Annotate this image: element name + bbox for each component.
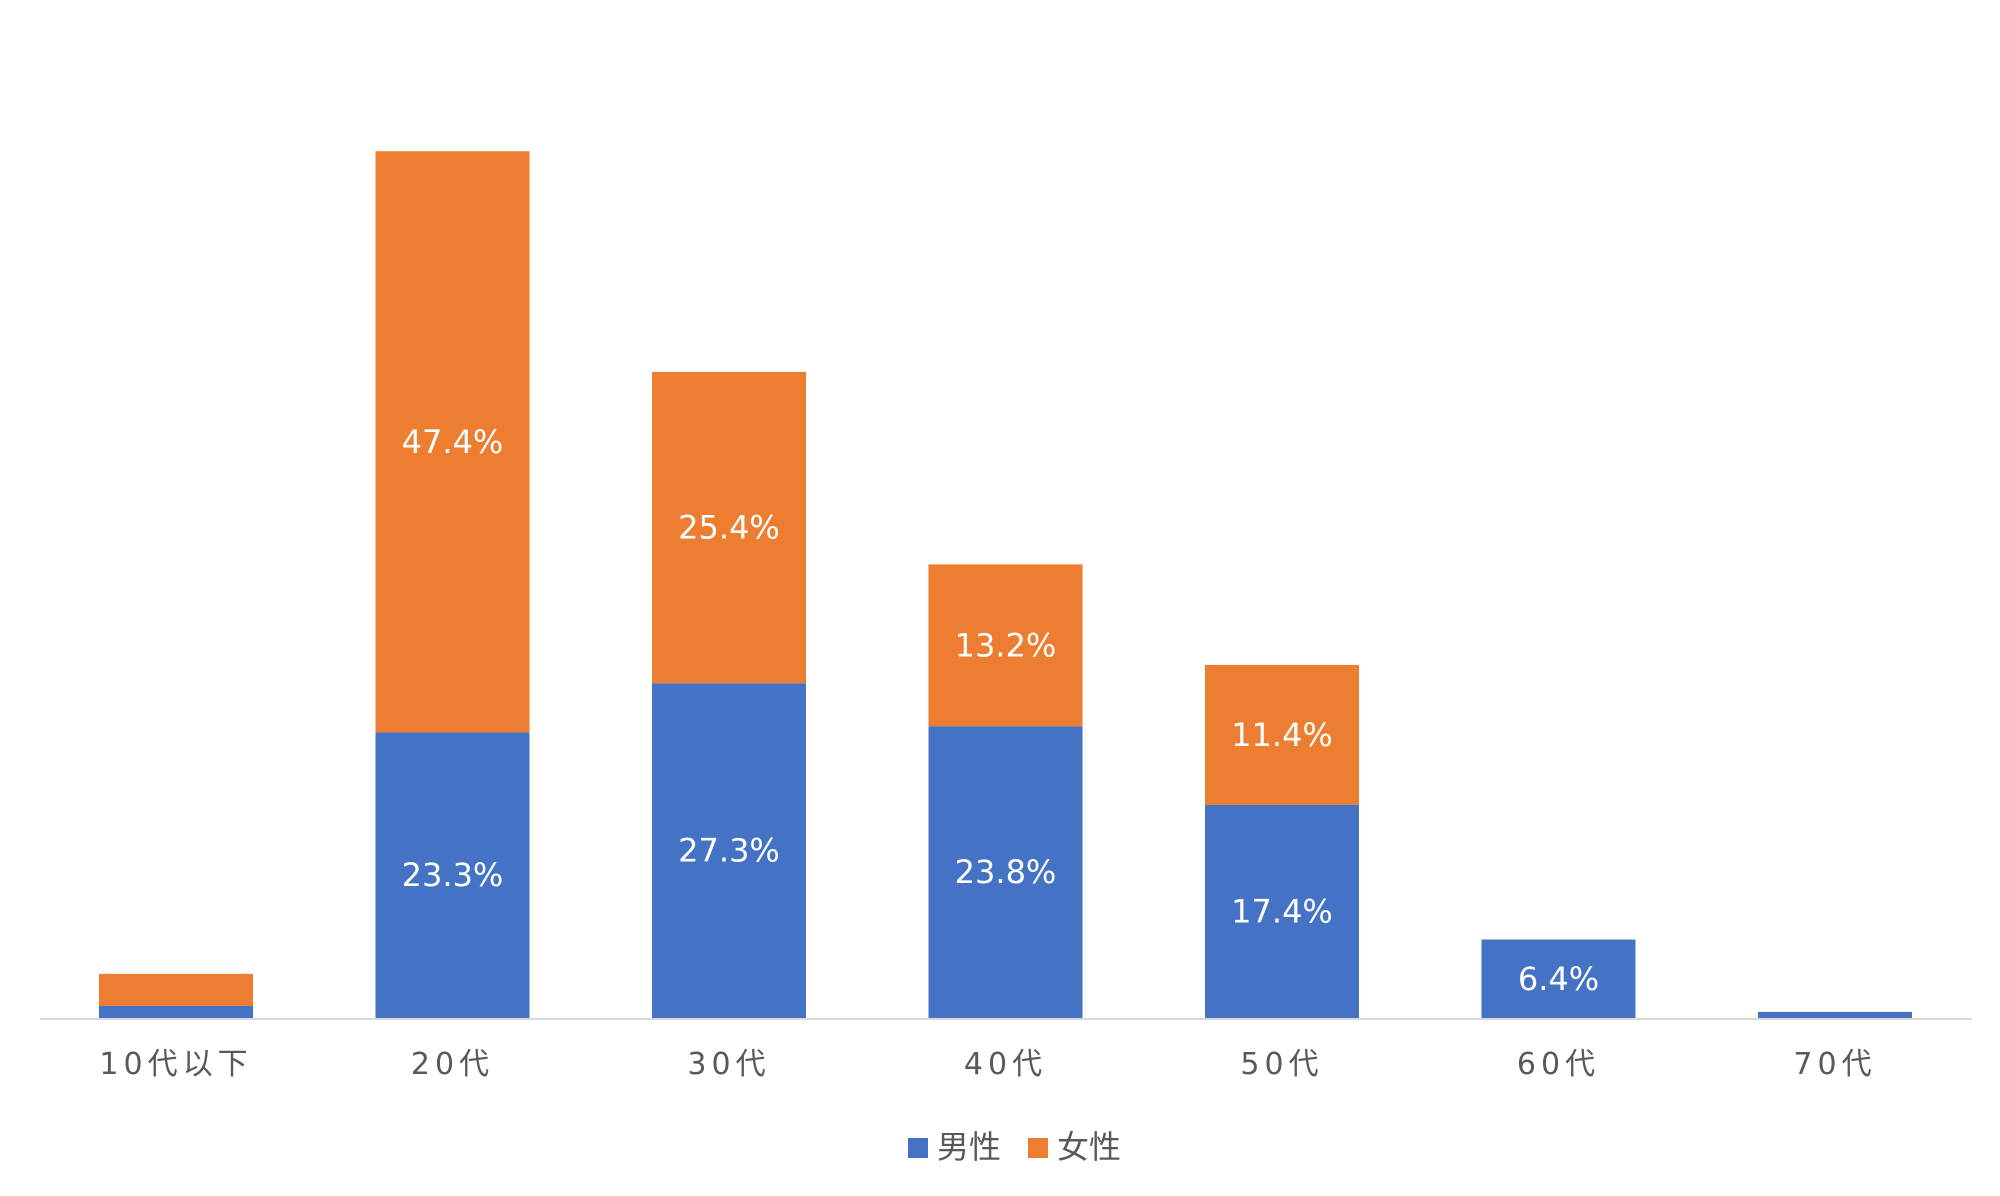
- category-label-6: 70代: [1793, 1047, 1876, 1082]
- legend-swatch-male: [908, 1138, 928, 1158]
- category-label-1: 20代: [411, 1047, 494, 1082]
- bar-male-4: [1205, 804, 1359, 1018]
- data-label-male-2: 27.3%: [678, 832, 780, 870]
- category-label-5: 60代: [1517, 1047, 1600, 1082]
- data-labels-layer: 23.3% 47.4% 27.3% 25.4% 23.8% 13.2% 17.4% 11.4%…: [402, 423, 1599, 998]
- bar-male-1: [375, 732, 530, 1018]
- data-label-female-1: 47.4%: [402, 423, 504, 461]
- bar-male-2: [652, 683, 806, 1018]
- data-label-female-2: 25.4%: [678, 509, 780, 547]
- category-label-0: 10代以下: [99, 1047, 252, 1082]
- data-label-female-3: 13.2%: [955, 626, 1057, 664]
- bar-male-6: [1758, 1011, 1912, 1018]
- bars-layer: [99, 151, 1912, 1018]
- bar-female-0: [99, 973, 253, 1006]
- bar-male-5: [1481, 939, 1636, 1018]
- bar-female-1: [375, 151, 530, 733]
- legend-label-male: 男性: [937, 1128, 1001, 1166]
- data-label-female-4: 11.4%: [1231, 716, 1333, 754]
- category-axis-labels: 10代以下 20代 30代 40代 50代 60代 70代: [99, 1047, 1876, 1082]
- bar-female-3: [928, 564, 1083, 727]
- legend-label-female: 女性: [1057, 1128, 1121, 1166]
- category-label-4: 50代: [1240, 1047, 1323, 1082]
- legend-swatch-female: [1028, 1138, 1048, 1158]
- legend: 男性 女性: [908, 1128, 1121, 1166]
- bar-female-4: [1205, 664, 1359, 805]
- bar-male-0: [99, 1005, 253, 1018]
- data-label-male-4: 17.4%: [1231, 892, 1333, 930]
- category-label-2: 30代: [687, 1047, 770, 1082]
- data-label-male-5: 6.4%: [1518, 960, 1599, 998]
- category-label-3: 40代: [964, 1047, 1047, 1082]
- data-label-male-1: 23.3%: [402, 856, 504, 894]
- bar-male-3: [928, 726, 1083, 1018]
- bar-female-2: [652, 371, 806, 684]
- data-label-male-3: 23.8%: [955, 853, 1057, 891]
